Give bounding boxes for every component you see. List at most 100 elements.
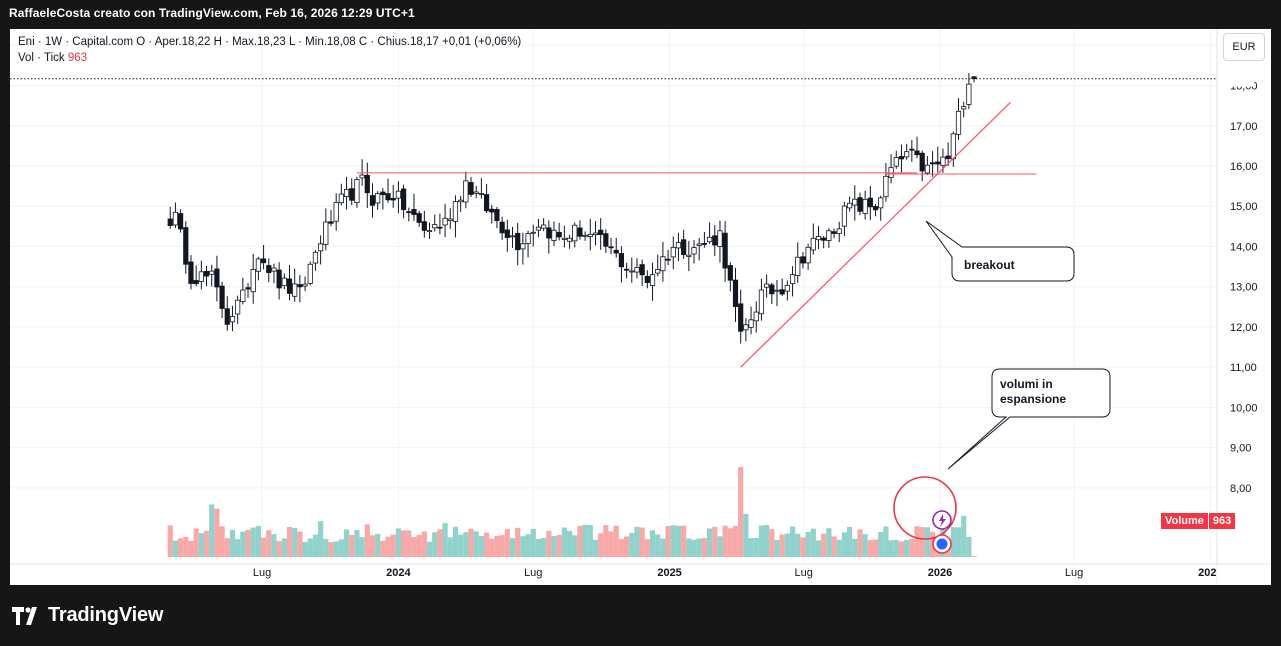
volume-bar: [452, 526, 459, 557]
volume-bar: [307, 538, 313, 557]
candle-body: [649, 274, 656, 286]
tradingview-brand[interactable]: TradingView: [12, 604, 163, 627]
candle-body: [577, 227, 583, 237]
volume-bar: [727, 528, 733, 557]
candle-body: [432, 224, 438, 229]
volume-bar: [815, 540, 822, 557]
candle-body: [354, 179, 360, 203]
volume-bar: [909, 539, 915, 557]
candle-body: [297, 284, 303, 288]
volume-bar: [276, 541, 282, 557]
candle-body: [732, 279, 739, 307]
candle-body: [318, 243, 324, 252]
lightning-icon: [939, 514, 946, 527]
volume-bar: [753, 537, 759, 557]
volume-bar: [665, 526, 671, 557]
candle-body: [478, 192, 484, 195]
candle-body: [665, 258, 671, 261]
candle-body: [805, 246, 811, 264]
volume-legend-value: 963: [67, 52, 88, 64]
volume-bar: [359, 537, 365, 557]
volume-bar: [541, 537, 547, 557]
volume-bar: [732, 525, 739, 557]
candle-body: [198, 271, 204, 282]
volume-bar: [675, 525, 682, 557]
volume-bar: [209, 504, 215, 557]
volume-bar: [416, 534, 422, 557]
volume-bar: [188, 540, 194, 557]
volume-bar: [561, 527, 567, 557]
candle-body: [706, 236, 713, 243]
volume-bar: [286, 526, 293, 557]
volume-bar: [224, 538, 230, 557]
candle-body: [369, 195, 376, 206]
volume-bar: [260, 537, 267, 557]
volume-bar: [203, 530, 210, 557]
candle-body: [857, 197, 863, 212]
y-tick-label: 12,00: [1230, 322, 1258, 334]
volume-bar: [898, 541, 905, 557]
candle-body: [613, 249, 619, 254]
candle-body: [312, 251, 319, 264]
candle-body: [437, 226, 443, 229]
candle-body: [260, 258, 267, 264]
y-tick-label: 8,00: [1230, 483, 1251, 495]
volume-bar: [458, 534, 464, 557]
candle-body: [504, 229, 510, 239]
volume-bar: [442, 523, 448, 557]
volume-legend-line: Vol · Tick 963: [18, 50, 521, 66]
candle-body: [541, 224, 547, 229]
volume-bar: [805, 531, 811, 557]
volume-bar: [712, 526, 718, 557]
candle-body: [867, 197, 873, 208]
candle-body: [572, 224, 578, 242]
volume-bar: [546, 530, 552, 557]
volume-badge-value: 963: [1208, 513, 1236, 529]
volume-bar: [722, 525, 728, 557]
volume-bar: [784, 533, 790, 557]
candle-body: [281, 277, 287, 287]
volume-bar: [271, 534, 277, 557]
brand-name: TradingView: [48, 604, 164, 626]
volume-bar: [717, 536, 723, 557]
currency-button[interactable]: EUR: [1223, 33, 1265, 61]
volume-bar: [473, 531, 479, 557]
volume-bar: [432, 532, 438, 557]
volume-bar: [385, 536, 391, 557]
candle-body: [245, 287, 251, 290]
volume-bar: [598, 533, 604, 557]
candle-body: [556, 231, 562, 238]
candle-body: [271, 267, 277, 272]
candle-body: [909, 148, 915, 151]
candle-body: [691, 247, 697, 255]
volume-bar: [914, 526, 920, 557]
candle-body: [401, 188, 407, 211]
candle-body: [411, 209, 417, 215]
candle-body: [712, 235, 718, 246]
volume-bar: [183, 536, 189, 557]
candle-body: [582, 234, 588, 237]
candle-body: [924, 164, 930, 174]
candle-body: [898, 156, 905, 160]
candle-body: [338, 193, 344, 204]
volume-bar: [862, 534, 868, 557]
candle-body: [266, 265, 272, 273]
volume-bar: [758, 525, 765, 557]
y-tick-label: 13,00: [1230, 282, 1258, 294]
candle-body: [494, 209, 500, 222]
volume-bar: [172, 540, 179, 557]
volume-bar: [904, 539, 910, 557]
candle-body: [836, 228, 842, 234]
volume-bar: [961, 515, 967, 557]
volume-bar: [779, 534, 785, 557]
y-tick-label: 16,00: [1230, 161, 1258, 173]
volume-bar: [499, 535, 505, 557]
volume-bar: [214, 508, 220, 557]
candle-body: [380, 191, 386, 196]
candle-body: [738, 303, 744, 332]
volume-bar: [587, 524, 593, 557]
volume-bar: [489, 538, 495, 557]
volume-bar: [686, 538, 692, 557]
